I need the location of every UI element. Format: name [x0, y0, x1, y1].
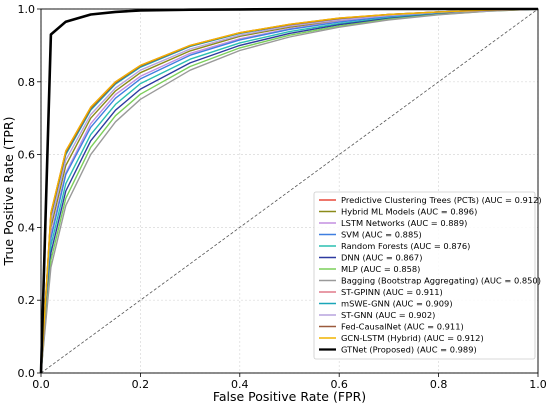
legend-label-9: mSWE-GNN (AUC = 0.909): [341, 299, 453, 309]
legend-label-7: Bagging (Bootstrap Aggregating) (AUC = 0…: [341, 276, 541, 286]
legend-label-8: ST-GPINN (AUC = 0.911): [341, 287, 443, 297]
x-tick-label-5: 1.0: [529, 378, 547, 391]
x-tick-label-1: 0.2: [132, 378, 150, 391]
roc-curve-7: [40, 8, 539, 374]
legend-label-4: Random Forests (AUC = 0.876): [341, 241, 470, 251]
axis-ticks: 0.0 0.2 0.4 0.6 0.8 1.0 0.0 0.2 0.4 0.6 0.8 1.0: [18, 3, 547, 391]
x-tick-label-0: 0.0: [32, 378, 50, 391]
y-axis-label: True Positive Rate (TPR): [1, 117, 16, 267]
x-tick-label-3: 0.6: [330, 378, 348, 391]
legend: Predictive Clustering Trees (PCTs) (AUC …: [313, 191, 542, 360]
roc-curve-12: [40, 8, 539, 374]
x-tick-label-4: 0.8: [430, 378, 448, 391]
x-axis-label: False Positive Rate (FPR): [213, 389, 366, 404]
plot-frame: [40, 8, 539, 374]
legend-box: [313, 191, 536, 360]
legend-label-0: Predictive Clustering Trees (PCTs) (AUC …: [341, 195, 542, 205]
legend-label-6: MLP (AUC = 0.858): [341, 264, 420, 274]
y-tick-label-2: 0.4: [18, 221, 36, 234]
legend-label-11: Fed-CausalNet (AUC = 0.911): [341, 322, 464, 332]
legend-label-3: SVM (AUC = 0.885): [341, 230, 422, 240]
legend-label-2: LSTM Networks (AUC = 0.889): [341, 218, 467, 228]
legend-label-13: GTNet (Proposed) (AUC = 0.989): [341, 345, 477, 355]
chance-diagonal-line: [40, 8, 539, 374]
legend-label-12: GCN-LSTM (Hybrid) (AUC = 0.912): [341, 333, 484, 343]
legend-label-5: DNN (AUC = 0.867): [341, 253, 422, 263]
y-tick-label-5: 1.0: [18, 3, 36, 16]
legend-label-1: Hybrid ML Models (AUC = 0.896): [341, 207, 477, 217]
y-tick-label-3: 0.6: [18, 149, 36, 162]
x-tick-label-2: 0.4: [231, 378, 249, 391]
legend-label-10: ST-GNN (AUC = 0.902): [341, 310, 435, 320]
y-tick-label-1: 0.2: [18, 294, 36, 307]
y-tick-label-4: 0.8: [18, 76, 36, 89]
roc-curve-3: [40, 8, 539, 374]
y-tick-label-0: 0.0: [18, 367, 36, 380]
